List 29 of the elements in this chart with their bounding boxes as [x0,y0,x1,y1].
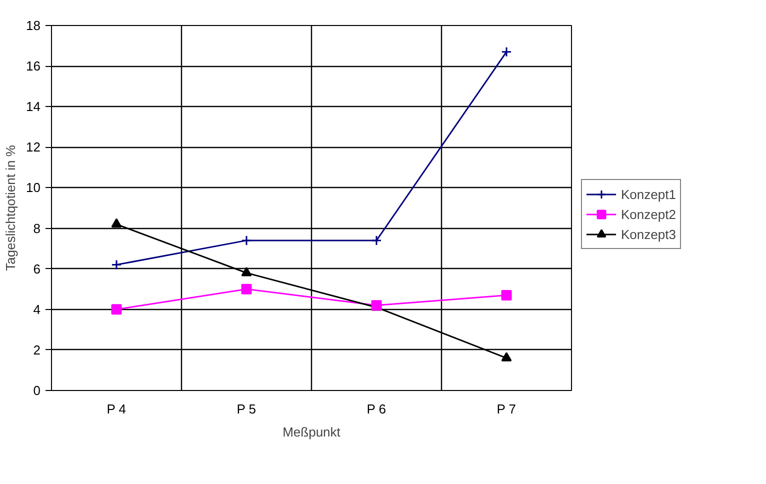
point [111,260,122,270]
x-tick-label: P 6 [366,402,386,416]
point [111,304,122,315]
point [241,266,252,276]
x-tick-label: P 4 [106,402,126,416]
x-axis-title: Meßpunkt [282,424,341,440]
y-axis-title: Tageslichtqotient in % [3,144,18,271]
y-tick-label: 6 [33,261,41,276]
point [371,235,382,246]
y-tick-label: 10 [26,180,41,196]
point [111,218,122,228]
y-tick-label: 12 [26,140,41,155]
point [501,290,512,300]
point [501,352,512,362]
x-tick-label: P 7 [496,402,516,416]
legend-label: Konzept2 [621,206,676,222]
y-tick-label: 4 [33,302,41,317]
point [241,284,252,294]
point [241,235,252,246]
y-tick-label: 0 [33,383,41,398]
legend-label: Konzept1 [621,186,676,202]
y-tick-label: 18 [26,18,41,33]
y-tick-label: 14 [26,99,41,114]
y-tick-label: 8 [33,220,41,236]
x-tick-label: P 5 [236,402,256,416]
legend-label: Konzept3 [621,226,676,242]
y-tick-label: 2 [33,342,41,358]
y-tick-label: 16 [26,58,41,74]
point [501,46,512,58]
